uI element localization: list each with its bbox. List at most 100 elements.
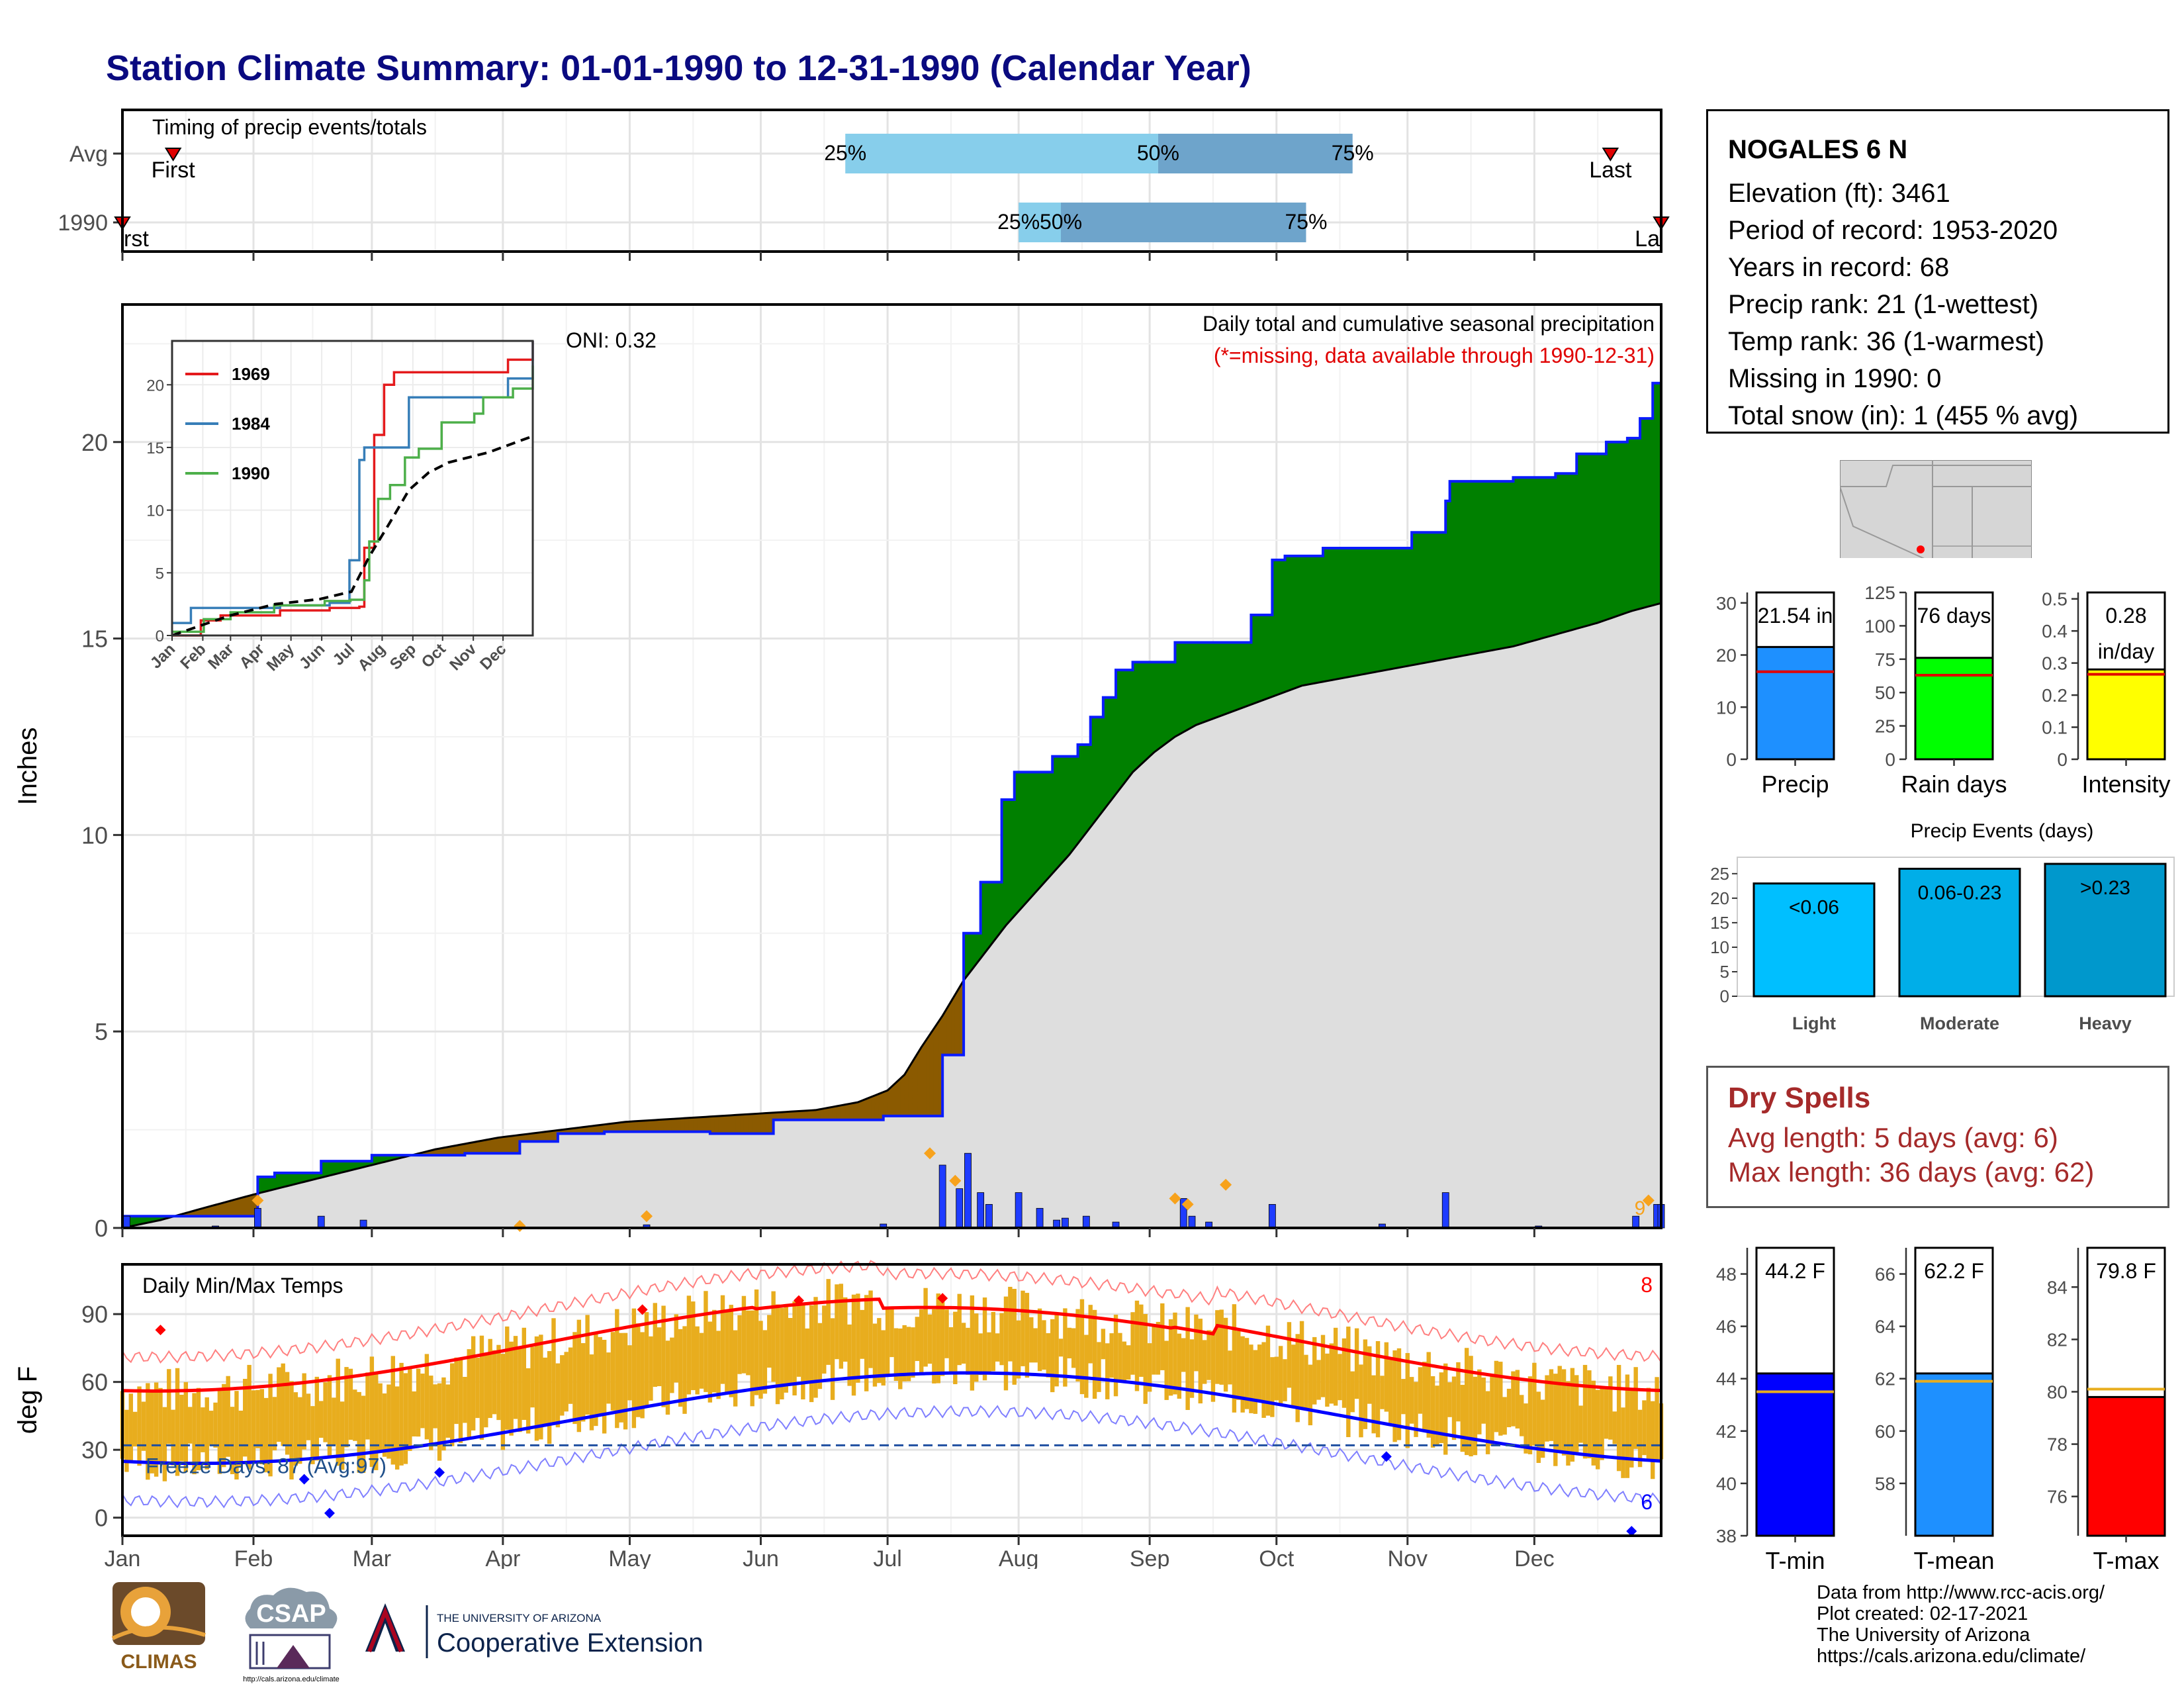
daily-temp-bar — [1079, 1299, 1085, 1395]
record-low-marker — [1626, 1526, 1637, 1537]
climas-text: CLIMAS — [121, 1651, 197, 1673]
daily-temp-bar — [940, 1301, 945, 1376]
daily-temp-bar — [454, 1357, 459, 1425]
daily-temp-bar — [243, 1378, 248, 1457]
daily-temp-bar — [1118, 1333, 1122, 1383]
daily-temp-bar — [1130, 1312, 1135, 1375]
daily-temp-bar — [1473, 1376, 1478, 1456]
daily-temp-bar — [1422, 1362, 1427, 1430]
daily-temp-bar — [382, 1393, 387, 1457]
precip-y-tick-label: 15 — [81, 626, 108, 653]
inset-x-tick-label: Jun — [296, 640, 328, 673]
value-label: 76 days — [1917, 604, 1991, 628]
inset-y-tick-label: 20 — [146, 377, 164, 395]
small-chart-y-tick-label: 78 — [2047, 1434, 2068, 1455]
inset-y-tick-label: 15 — [146, 440, 164, 457]
daily-temp-bar — [1168, 1319, 1173, 1396]
daily-temp-bar — [555, 1363, 561, 1428]
daily-temp-bar — [1367, 1346, 1372, 1404]
daily-temp-bar — [1160, 1303, 1165, 1370]
daily-temp-bar — [1651, 1401, 1655, 1479]
small-chart-y-tick-label: 84 — [2047, 1277, 2068, 1297]
daily-temp-bar — [813, 1297, 818, 1398]
precip-total-bar: 0 10 20 30 21.54 in Precip — [1716, 591, 1835, 798]
daily-precip-bar — [977, 1192, 985, 1229]
small-chart-y-tick-label: 0 — [1885, 749, 1895, 770]
daily-temp-bar — [686, 1295, 692, 1395]
inset-x-tick-label: May — [263, 640, 298, 675]
daily-temp-bar — [1401, 1379, 1406, 1415]
timing-title: Timing of precip events/totals — [152, 115, 427, 139]
precip-record-marker — [949, 1174, 962, 1187]
daily-temp-bar — [1549, 1369, 1554, 1441]
daily-temp-bar — [1520, 1395, 1524, 1436]
temp-y-axis-label: deg F — [13, 1366, 42, 1434]
daily-temp-bar — [458, 1357, 463, 1443]
daily-temp-bar — [1545, 1375, 1549, 1442]
ua-extension: Cooperative Extension — [437, 1628, 703, 1658]
daily-temp-bar — [1244, 1338, 1250, 1409]
daily-temp-bar — [1304, 1354, 1308, 1410]
daily-precip-bar — [1268, 1203, 1276, 1229]
inset-series-line — [172, 341, 534, 624]
month-tick-label: Nov — [1388, 1546, 1428, 1569]
daily-temp-bar — [217, 1391, 222, 1474]
record-low-line — [122, 1405, 1662, 1509]
daily-temp-bar — [881, 1330, 886, 1386]
daily-temp-bar — [649, 1336, 653, 1401]
daily-temp-bar — [1363, 1339, 1368, 1429]
daily-temp-bar — [699, 1333, 704, 1389]
value-label-unit: in/day — [2098, 639, 2154, 663]
record-high-marker — [637, 1304, 648, 1315]
daily-temp-bar — [987, 1332, 991, 1374]
daily-temp-bar — [725, 1309, 729, 1392]
daily-temp-bar — [420, 1374, 425, 1429]
daily-temp-bar — [1088, 1305, 1093, 1364]
inset-x-tick-label: Dec — [477, 640, 510, 673]
daily-temp-bar — [729, 1305, 733, 1397]
precip-events-y-tick-label: 5 — [1720, 962, 1729, 982]
daily-temp-bar — [183, 1382, 189, 1473]
daily-temp-bar — [302, 1373, 306, 1450]
daily-temp-bar — [251, 1390, 256, 1463]
inset-x-tick-label: Mar — [205, 640, 237, 673]
daily-temp-bar — [851, 1294, 856, 1396]
daily-temp-bar — [141, 1401, 146, 1451]
daily-temp-bar — [1570, 1368, 1575, 1462]
daily-temp-bar — [915, 1317, 920, 1362]
inset-x-tick-label: Aug — [355, 640, 389, 675]
daily-temp-bar — [238, 1411, 244, 1467]
daily-temp-bar — [1604, 1389, 1609, 1439]
daily-temp-bar — [534, 1336, 539, 1441]
station-name: NOGALES 6 N — [1728, 135, 1908, 164]
temp-y-tick-label: 0 — [95, 1505, 108, 1532]
month-tick-label: Feb — [234, 1546, 273, 1569]
timing-last-label: Last — [1589, 158, 1632, 183]
small-chart-y-tick-label: 42 — [1716, 1421, 1737, 1442]
daily-temp-bar — [433, 1384, 437, 1429]
daily-temp-bar — [1502, 1397, 1507, 1435]
daily-temp-bar — [1608, 1376, 1613, 1440]
daily-temp-bar — [657, 1327, 662, 1387]
timing-p75-label: 75% — [1332, 141, 1374, 165]
daily-temp-bar — [1113, 1314, 1118, 1397]
daily-temp-bar — [1616, 1364, 1621, 1472]
daily-temp-bar — [1021, 1290, 1025, 1366]
daily-temp-bar — [187, 1407, 193, 1444]
daily-temp-bar — [1058, 1338, 1064, 1357]
daily-temp-bar — [1109, 1333, 1114, 1378]
daily-temp-bar — [196, 1387, 201, 1471]
daily-temp-bar — [1152, 1325, 1156, 1375]
inset-legend-label: 1990 — [232, 463, 270, 483]
avg-cumulative-line — [122, 602, 1662, 1229]
daily-temp-bar — [872, 1323, 878, 1387]
daily-temp-bar — [1189, 1339, 1195, 1398]
daily-temp-bar — [357, 1391, 361, 1473]
daily-temp-bar — [843, 1297, 848, 1362]
daily-temp-bar — [263, 1397, 269, 1473]
daily-temp-bar — [1232, 1304, 1237, 1413]
daily-precip-bar — [1188, 1215, 1196, 1229]
daily-temp-bar — [1329, 1343, 1334, 1404]
daily-temp-bar — [1540, 1399, 1545, 1458]
daily-temp-bar — [665, 1340, 670, 1415]
